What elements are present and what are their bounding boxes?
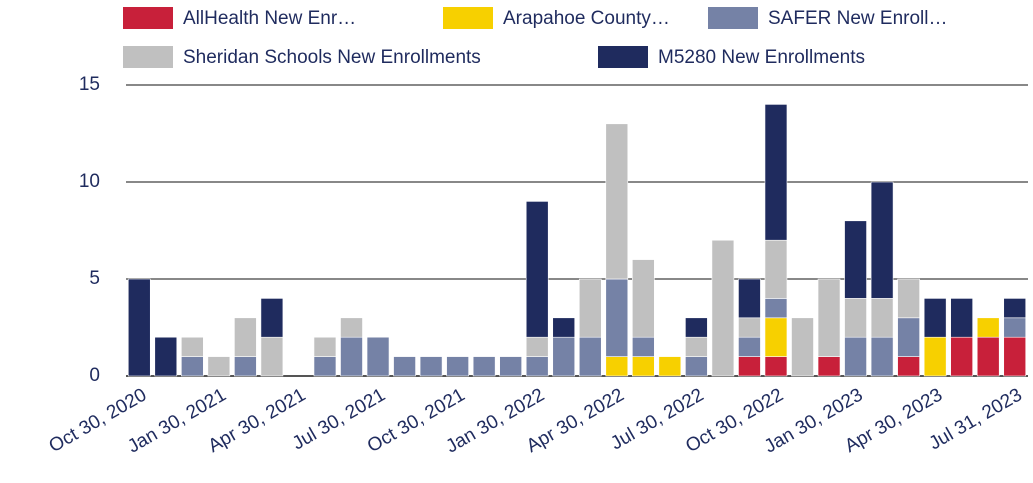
bar-segment [817,356,841,377]
bar-segment [764,298,788,319]
bar-segment [525,336,549,357]
bar-segment [234,317,257,357]
bar-segment [764,239,788,299]
bar-segment [844,220,867,299]
bar-segment [870,181,894,299]
y-tick-label: 5 [89,268,100,289]
bar-segment [340,336,363,377]
bar-segment [605,278,629,357]
bar-segment [234,356,257,377]
bar-segment [738,317,761,338]
bar-segment [260,336,284,377]
bar-segment [870,298,894,338]
y-tick-label: 15 [79,74,100,95]
bar-segment [446,356,469,377]
bar-segment [605,356,629,377]
bar-segment [738,278,761,319]
bar-segment [738,336,761,357]
bar-segment [685,356,708,377]
bar-segment [127,278,151,377]
legend-swatch [598,46,648,68]
bar-segment [685,317,708,338]
bar-segment [207,356,231,377]
legend-label: AllHealth New Enr… [183,8,356,29]
bar-segment [154,336,178,377]
bar-segment [897,278,920,319]
bar-segment [1003,298,1027,319]
bar-segment [605,123,629,280]
bar-segment [472,356,496,377]
y-tick-label: 0 [89,365,100,386]
bar-segment [791,317,814,377]
bar-segment [764,317,788,357]
bar-segment [1003,336,1027,377]
bar-segment [764,356,788,377]
bar-segment [950,336,973,377]
bar-segment [764,104,788,241]
bar-segment [950,298,973,338]
bar-segment [870,336,894,377]
bar-segment [923,298,947,338]
bar-segment [685,336,708,357]
bar-segment [632,356,655,377]
bar-segment [313,356,337,377]
bar-segment [578,278,602,338]
legend-swatch [708,7,758,29]
bar-segment [817,278,841,357]
y-tick-label: 10 [79,171,100,192]
bar-segment [340,317,363,338]
bar-segment [897,356,920,377]
legend-label: Arapahoe County… [503,8,670,29]
bar-segment [897,317,920,357]
bar-segment [499,356,522,377]
legend-swatch [443,7,493,29]
legend-swatch [123,46,173,68]
legend-label: Sheridan Schools New Enrollments [183,47,481,68]
bar-segment [525,201,549,338]
bar-segment [181,356,204,377]
legend-label: M5280 New Enrollments [658,47,865,68]
bar-segment [632,336,655,357]
bar-segment [844,336,867,377]
bar-segment [632,259,655,338]
bar-segment [658,356,682,377]
bar-segment [181,336,204,357]
bar-segment [260,298,284,338]
bar-segment [976,336,1000,377]
bar-segment [1003,317,1027,338]
legend-label: SAFER New Enroll… [768,8,948,29]
bar-segment [923,336,947,377]
bar-segment [738,356,761,377]
bar-segment [976,317,1000,338]
bar-segment [844,298,867,338]
bar-segment [366,336,390,377]
bar-segment [525,356,549,377]
bar-segment [393,356,416,377]
bar-segment [552,336,576,377]
bar-segment [313,336,337,357]
bar-segment [578,336,602,377]
bar-segment [711,239,735,377]
bar-segment [552,317,576,338]
legend-swatch [123,7,173,29]
bar-segment [419,356,443,377]
